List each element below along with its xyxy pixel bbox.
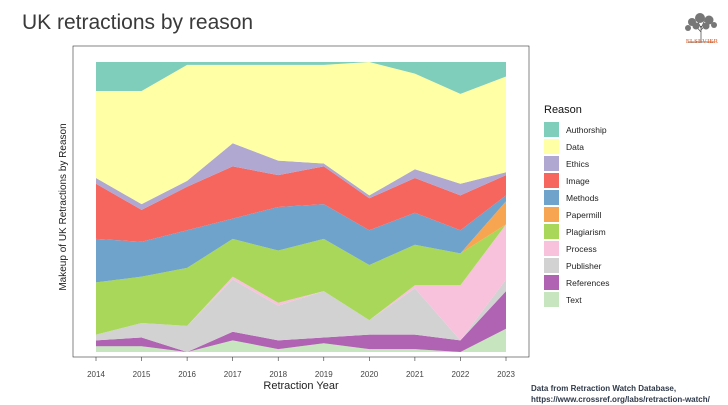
legend-swatch-plagiarism xyxy=(544,224,559,239)
legend-title: Reason xyxy=(544,104,582,116)
legend-item-data: Data xyxy=(544,138,609,155)
x-tick-label-2019: 2019 xyxy=(315,370,333,379)
legend-label-process: Process xyxy=(566,243,597,254)
legend-item-image: Image xyxy=(544,172,609,189)
legend-label-publisher: Publisher xyxy=(566,260,602,271)
legend-swatch-papermill xyxy=(544,207,559,222)
legend-label-image: Image xyxy=(566,175,590,186)
source-line-1: Data from Retraction Watch Database, xyxy=(531,384,677,393)
legend-label-papermill: Papermill xyxy=(566,209,602,220)
legend-swatch-data xyxy=(544,139,559,154)
legend-label-data: Data xyxy=(566,141,584,152)
legend-items: Authorship Data Ethics Image Methods Papermil… xyxy=(544,121,609,308)
x-axis: 2014 2015 2016 2017 2018 2019 2020 2021 2022 2023 xyxy=(87,357,515,379)
area-publisher xyxy=(96,279,506,352)
legend-swatch-publisher xyxy=(544,258,559,273)
slide-title: UK retractions by reason xyxy=(22,11,254,34)
legend-label-references: References xyxy=(566,277,610,288)
x-tick-label-2018: 2018 xyxy=(269,370,287,379)
legend-item-text: Text xyxy=(544,291,609,308)
area-image xyxy=(96,166,506,242)
area-ethics xyxy=(96,143,506,210)
x-axis-title: Retraction Year xyxy=(263,380,339,392)
x-tick-label-2016: 2016 xyxy=(178,370,196,379)
x-tick-label-2020: 2020 xyxy=(360,370,378,379)
legend-swatch-authorship xyxy=(544,122,559,137)
x-tick-label-2023: 2023 xyxy=(497,370,515,379)
legend-label-authorship: Authorship xyxy=(566,124,607,135)
y-axis-title: Makeup of UK Retractions by Reason xyxy=(58,123,69,290)
area-methods xyxy=(96,195,506,283)
legend-label-ethics: Ethics xyxy=(566,158,590,169)
legend-item-references: References xyxy=(544,274,609,291)
x-tick-label-2022: 2022 xyxy=(452,370,470,379)
area-plagiarism xyxy=(96,224,506,335)
legend-swatch-process xyxy=(544,241,559,256)
legend-item-authorship: Authorship xyxy=(544,121,609,138)
elsevier-wordmark: ELSEVIER xyxy=(685,38,719,45)
legend-label-plagiarism: Plagiarism xyxy=(566,226,606,237)
source-line-2: https://www.crossref.org/labs/retraction… xyxy=(531,395,710,404)
elsevier-tree-logo xyxy=(680,12,722,44)
area-data xyxy=(96,62,506,205)
legend-swatch-methods xyxy=(544,190,559,205)
legend-swatch-image xyxy=(544,173,559,188)
legend-item-plagiarism: Plagiarism xyxy=(544,223,609,240)
area-authorship xyxy=(96,62,506,94)
legend-label-text: Text xyxy=(566,294,582,305)
area-process xyxy=(96,224,506,341)
legend: Reason Authorship Data Ethics Image Methods P… xyxy=(544,104,609,308)
area-references xyxy=(96,291,506,352)
area-layer xyxy=(96,62,506,352)
legend-swatch-text xyxy=(544,292,559,307)
x-tick-label-2014: 2014 xyxy=(87,370,105,379)
x-tick-label-2021: 2021 xyxy=(406,370,424,379)
x-tick-label-2017: 2017 xyxy=(224,370,242,379)
x-tick-label-2015: 2015 xyxy=(133,370,151,379)
data-source-note: Data from Retraction Watch Database, htt… xyxy=(531,383,728,405)
legend-swatch-references xyxy=(544,275,559,290)
legend-swatch-ethics xyxy=(544,156,559,171)
legend-item-ethics: Ethics xyxy=(544,155,609,172)
legend-label-methods: Methods xyxy=(566,192,599,203)
legend-item-process: Process xyxy=(544,240,609,257)
legend-item-methods: Methods xyxy=(544,189,609,206)
area-text xyxy=(96,328,506,352)
legend-item-papermill: Papermill xyxy=(544,206,609,223)
legend-item-publisher: Publisher xyxy=(544,257,609,274)
